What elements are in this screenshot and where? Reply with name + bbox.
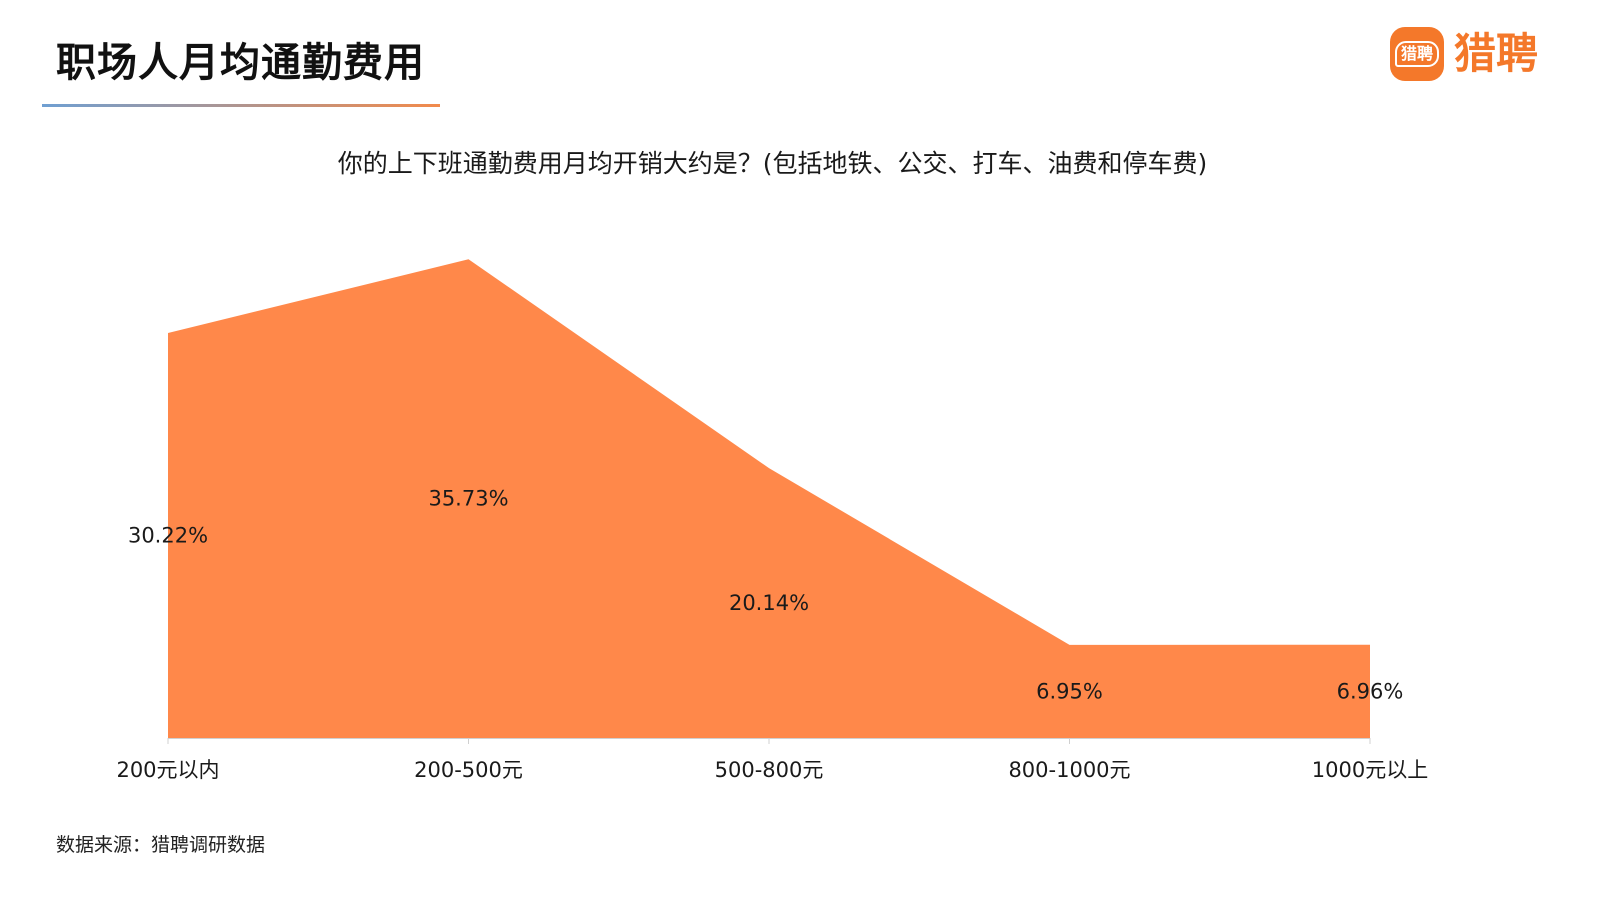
page-title: 职场人月均通勤费用 (56, 40, 425, 86)
x-tick-label: 1000元以上 (1312, 758, 1428, 782)
area-series (168, 259, 1370, 738)
data-label: 30.22% (128, 524, 208, 548)
source-note: 数据来源：猎聘调研数据 (56, 834, 266, 856)
x-tick-label: 200-500元 (414, 758, 523, 782)
data-label: 35.73% (428, 487, 508, 511)
data-label: 6.95% (1036, 679, 1103, 703)
brand-logo: 猎聘 猎聘 (1389, 27, 1538, 81)
data-label: 20.14% (729, 591, 809, 615)
data-label: 6.96% (1337, 679, 1404, 703)
title-underline (42, 104, 440, 107)
x-tick-label: 800-1000元 (1008, 758, 1130, 782)
chart-title: 你的上下班通勤费用月均开销大约是？(包括地铁、公交、打车、油费和停车费) (337, 149, 1208, 178)
brand-name: 猎聘 (1453, 29, 1538, 78)
brand-badge-text: 猎聘 (1394, 41, 1439, 67)
chat-bubble-icon: 猎聘 (1389, 27, 1444, 81)
x-tick-label: 500-800元 (715, 758, 824, 782)
x-tick-label: 200元以内 (116, 758, 219, 782)
